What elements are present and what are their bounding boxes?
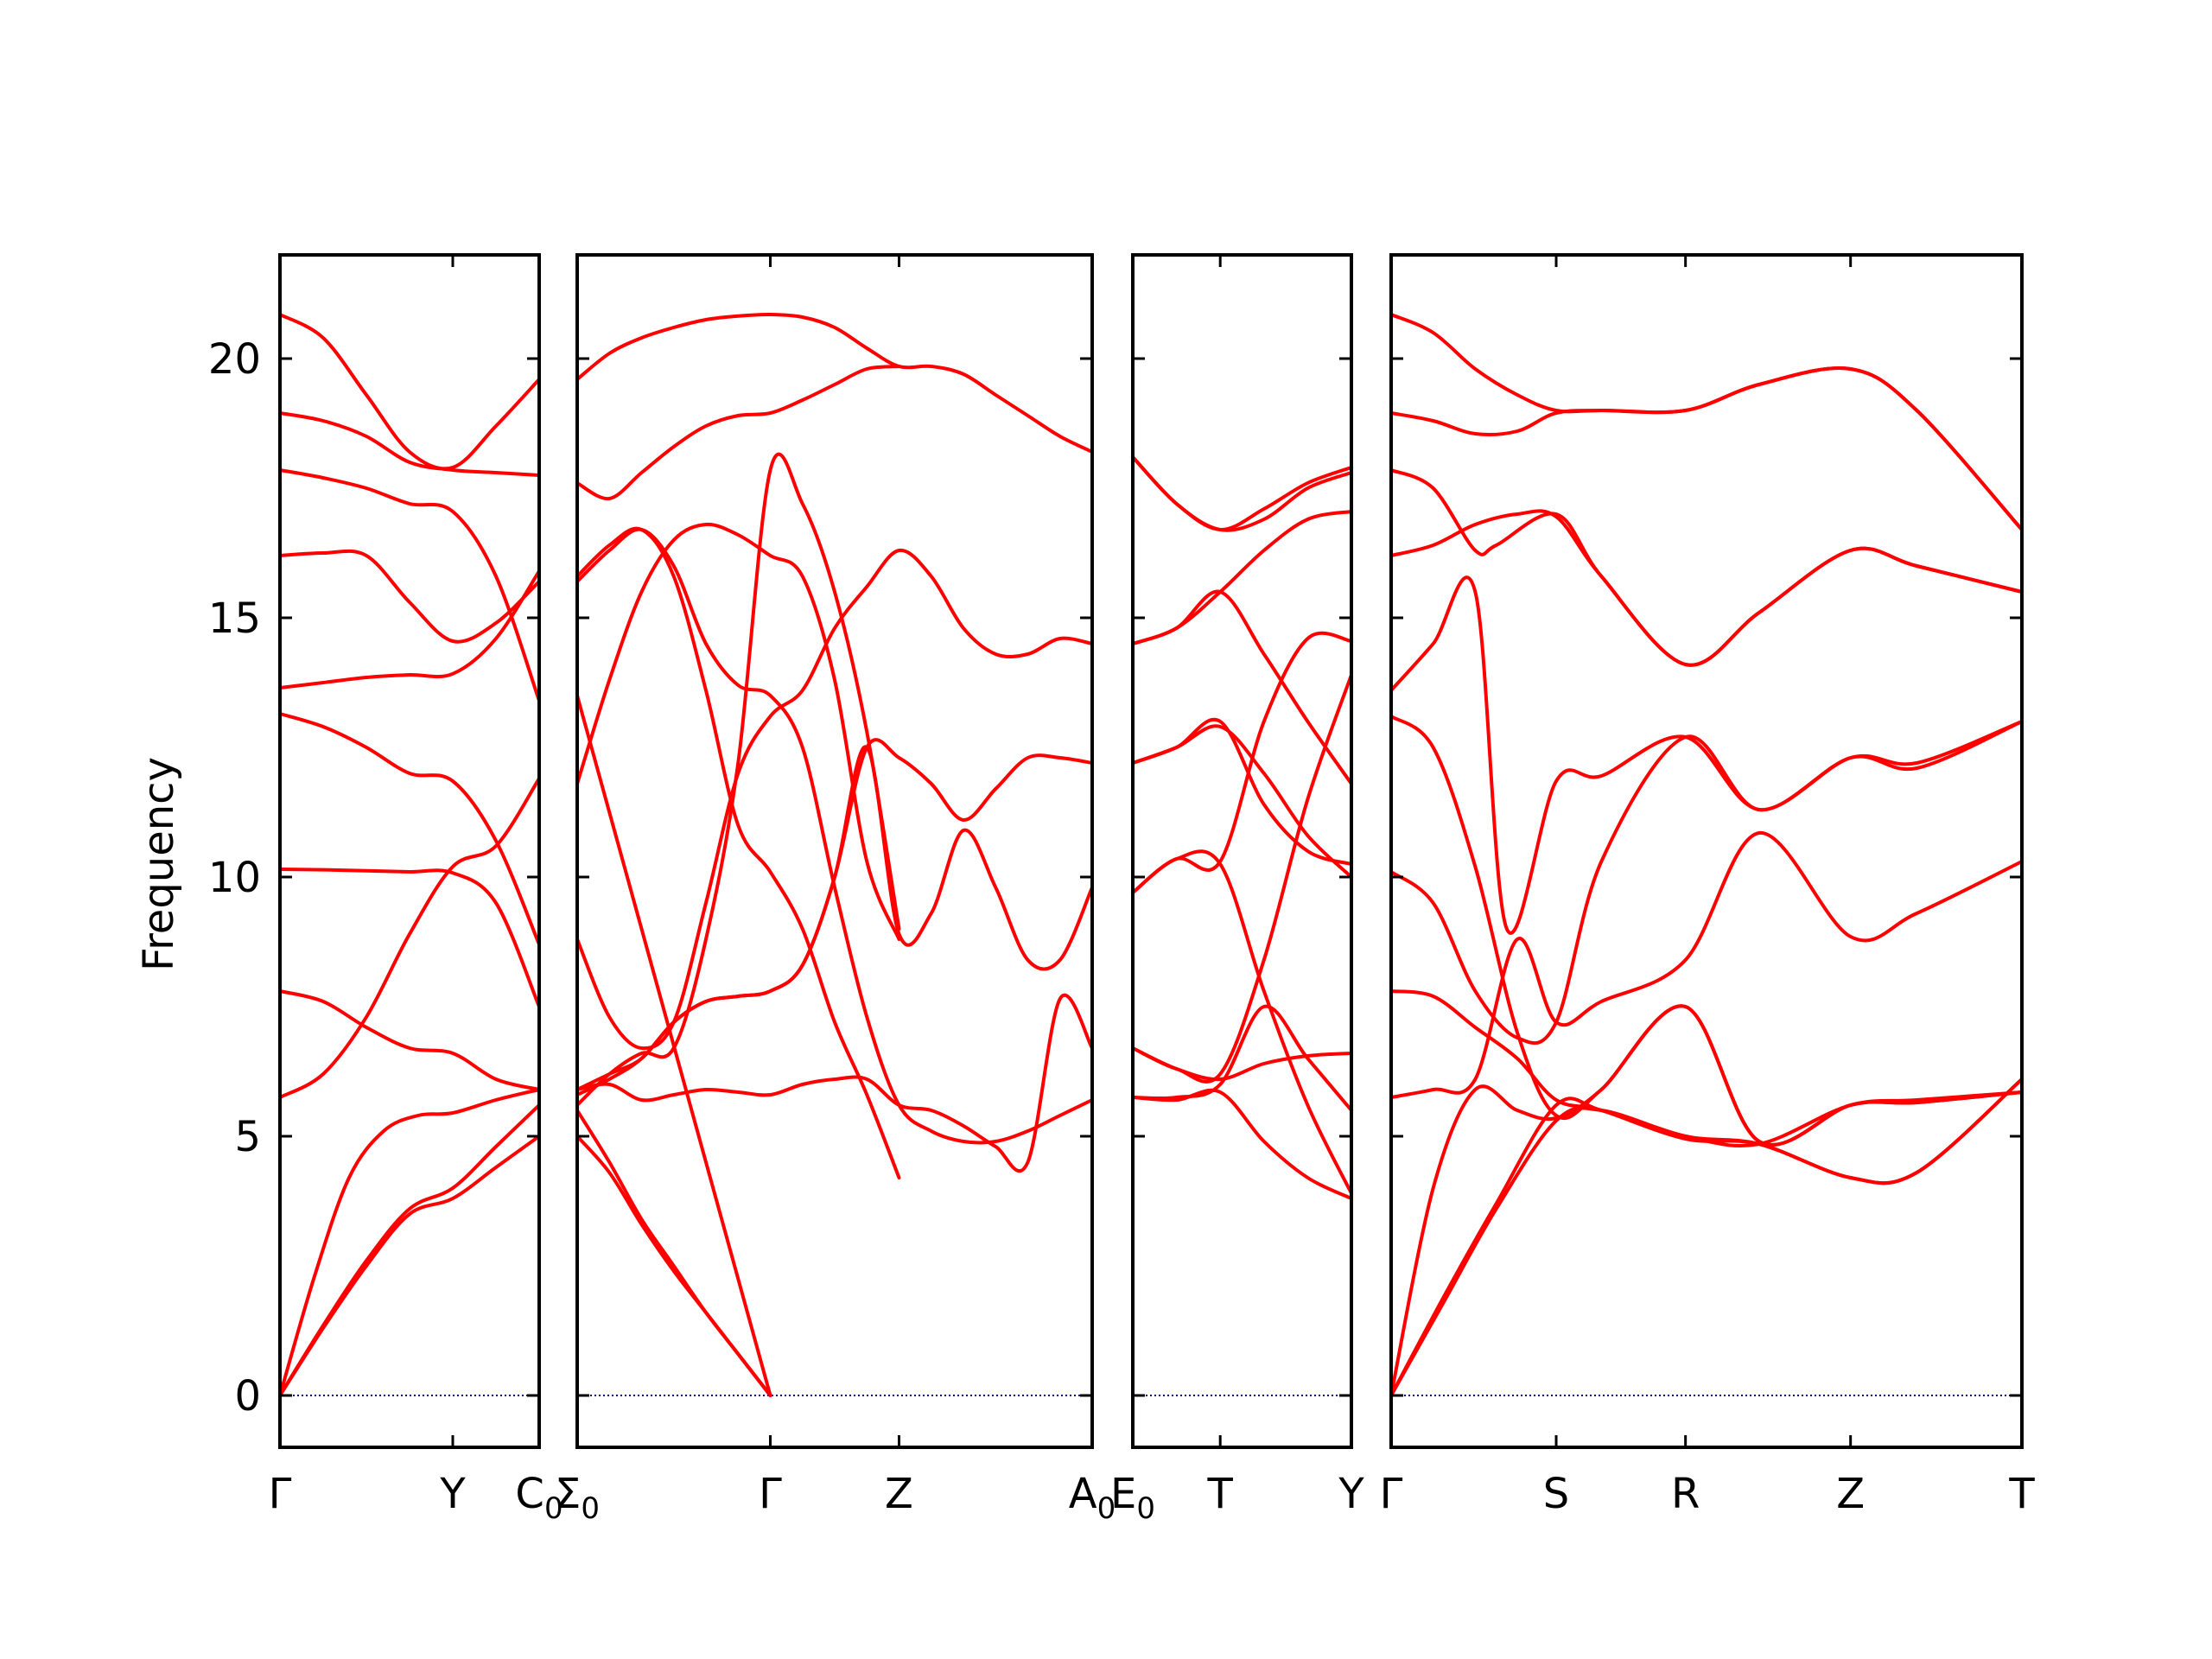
band-line [1389,509,2024,667]
band-line [1131,455,1353,532]
band-line [575,738,1094,1096]
x-tick-label: Y [439,1470,466,1518]
band-line [1131,1046,1353,1082]
y-tick-label: 15 [208,594,261,643]
band-line [1131,1088,1353,1200]
band-line [1389,1004,2024,1397]
x-tick-subscript: 0 [1097,1491,1116,1526]
x-tick-label: T [2008,1470,2035,1518]
y-axis-label: Frequency [135,757,183,971]
x-tick-label: S [1543,1470,1569,1518]
band-line [278,411,541,477]
band-line [575,1109,772,1397]
band-line [1131,589,1353,785]
band-line [575,527,1094,1145]
x-tick-label: Γ [269,1470,292,1518]
y-tick-label: 10 [208,854,261,902]
band-line [575,745,1094,1091]
band-line [278,313,541,471]
band-line [278,569,541,690]
x-tick-label: T [1207,1470,1234,1518]
x-tick-label: E0 [1110,1470,1155,1526]
band-line [278,989,541,1091]
band-line [278,1103,541,1397]
band-line [278,549,541,644]
x-tick-label: Σ0 [555,1470,600,1526]
band-line [1389,715,2024,1147]
band-line [575,994,1094,1173]
band-line [278,868,541,1008]
panel-frame [1131,253,1353,1449]
x-tick-label: Γ [759,1470,782,1518]
band-line [575,522,901,941]
band-line [1131,1004,1353,1112]
panel-frame [278,253,541,1449]
band-line [1389,720,2024,1046]
x-tick-label: Γ [1380,1470,1403,1518]
panel-frame [575,253,1094,1449]
band-line [1389,468,2024,667]
band-line [1131,510,1353,645]
y-tick-label: 0 [234,1372,261,1421]
x-tick-subscript: 0 [1136,1491,1155,1526]
x-tick-label: Z [885,1470,913,1518]
x-tick-label: Z [1836,1470,1865,1518]
band-line [575,312,1094,454]
x-tick-label: A0 [1069,1470,1116,1526]
band-line [1389,366,2024,531]
x-tick-label: Y [1338,1470,1364,1518]
panel-frame [1389,253,2024,1449]
band-line [1389,830,2024,1099]
panel-2: Σ0 Γ Z A0 [555,253,1116,1526]
band-line [575,365,901,501]
band-line [575,526,901,1179]
band-line [278,468,541,702]
x-tick-subscript: 0 [581,1491,600,1526]
band-line [1389,575,2024,935]
band-line [1389,313,2024,531]
band-line [1389,1077,2024,1397]
band-line [278,1088,541,1397]
band-line [575,452,901,1107]
panel-1: Γ Y C0 [269,253,563,1526]
panel-3: E0 T Y [1110,253,1364,1526]
y-tick-label: 5 [234,1113,261,1161]
band-line [1131,849,1353,1195]
band-line [1389,989,2024,1185]
band-line [575,548,1094,1051]
band-line [278,777,541,1099]
band-line [1131,724,1353,879]
x-tick-subscript: 0 [544,1491,563,1526]
y-tick-label: 20 [208,335,261,384]
band-line [278,712,541,946]
x-tick-label: R [1671,1470,1700,1518]
